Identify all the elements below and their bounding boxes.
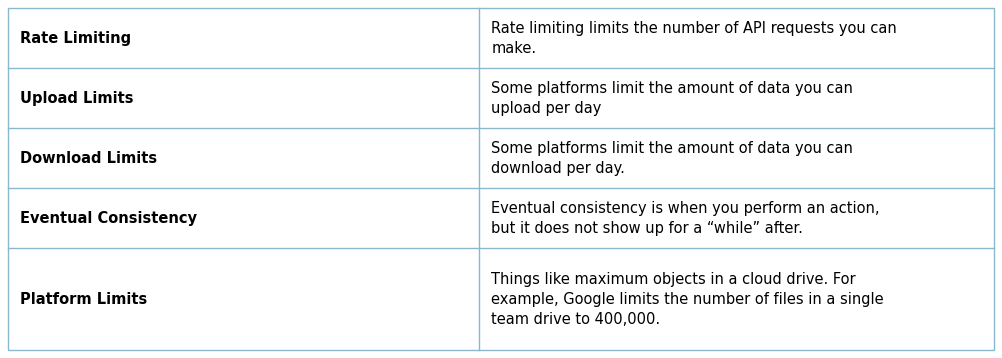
Text: Rate limiting limits the number of API requests you can: Rate limiting limits the number of API r…	[491, 20, 897, 35]
Text: Eventual Consistency: Eventual Consistency	[20, 211, 197, 226]
Text: Things like maximum objects in a cloud drive. For: Things like maximum objects in a cloud d…	[491, 272, 856, 287]
Text: make.: make.	[491, 40, 536, 55]
Text: download per day.: download per day.	[491, 161, 625, 176]
Text: team drive to 400,000.: team drive to 400,000.	[491, 311, 660, 326]
Text: Platform Limits: Platform Limits	[20, 292, 147, 307]
Text: Upload Limits: Upload Limits	[20, 91, 133, 106]
Text: example, Google limits the number of files in a single: example, Google limits the number of fil…	[491, 292, 884, 307]
Text: Some platforms limit the amount of data you can: Some platforms limit the amount of data …	[491, 81, 853, 96]
Text: upload per day: upload per day	[491, 101, 601, 116]
Text: Download Limits: Download Limits	[20, 151, 157, 166]
Text: Eventual consistency is when you perform an action,: Eventual consistency is when you perform…	[491, 201, 880, 216]
Text: Rate Limiting: Rate Limiting	[20, 30, 131, 45]
Text: Some platforms limit the amount of data you can: Some platforms limit the amount of data …	[491, 141, 853, 156]
Text: but it does not show up for a “while” after.: but it does not show up for a “while” af…	[491, 221, 804, 236]
